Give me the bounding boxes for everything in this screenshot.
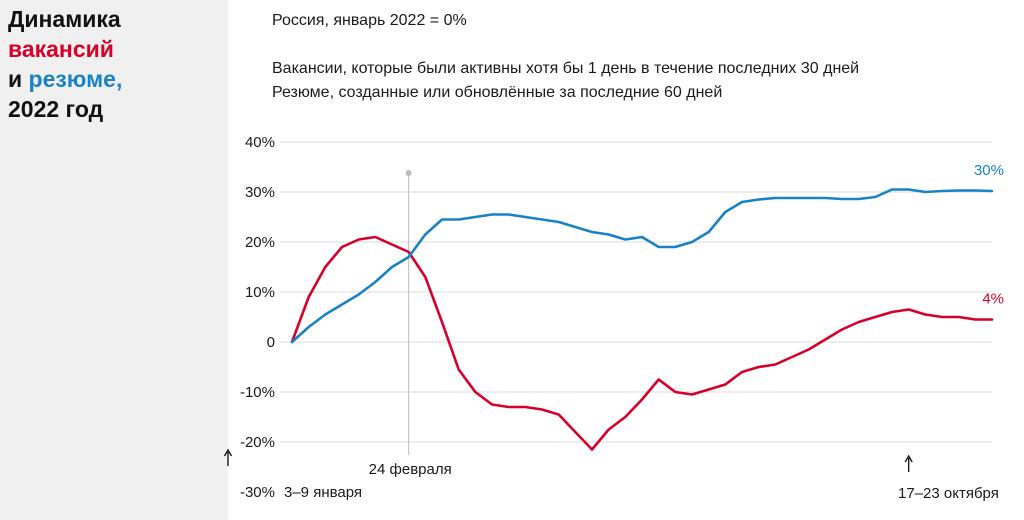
legend-resumes: Резюме, созданные или обновлённые за пос… xyxy=(272,84,723,101)
title-line-1: Динамика xyxy=(8,6,121,32)
marker-dot xyxy=(405,170,412,176)
end-label: 17–23 октября xyxy=(898,485,999,502)
y-tick-label: 10% xyxy=(245,284,275,301)
end-arrow-icon xyxy=(904,454,913,472)
series-line-1 xyxy=(290,188,994,344)
title-line-3-highlight: резюме, xyxy=(28,66,123,92)
series-end-label-1: 30% xyxy=(974,162,1004,179)
legend-vacancies: Вакансии, которые были активны хотя бы 1… xyxy=(272,60,860,77)
series-end-label-0: 4% xyxy=(982,291,1004,308)
sidebar-panel: Динамика вакансий и резюме, 2022 год xyxy=(0,0,228,520)
start-label: 3–9 января xyxy=(284,484,362,501)
y-tick-label: -10% xyxy=(240,384,275,401)
start-arrow-icon xyxy=(223,448,233,466)
title-line-3: и резюме, xyxy=(8,64,122,94)
title-line-2: вакансий xyxy=(8,36,114,62)
y-tick-label: 30% xyxy=(245,184,275,201)
chart-title: Динамика вакансий и резюме, 2022 год xyxy=(8,4,122,124)
y-tick-label: -30% xyxy=(240,484,275,501)
series-line-0 xyxy=(290,235,994,451)
title-line-4: 2022 год xyxy=(8,96,104,122)
y-tick-label: 0 xyxy=(267,334,275,351)
title-line-3-prefix: и xyxy=(8,66,29,92)
y-tick-label: -20% xyxy=(240,434,275,451)
y-tick-label: 20% xyxy=(245,234,275,251)
y-tick-label: 40% xyxy=(245,134,275,151)
marker-label: 24 февраля xyxy=(369,461,452,478)
chart-note: Россия, январь 2022 = 0% xyxy=(272,12,467,29)
